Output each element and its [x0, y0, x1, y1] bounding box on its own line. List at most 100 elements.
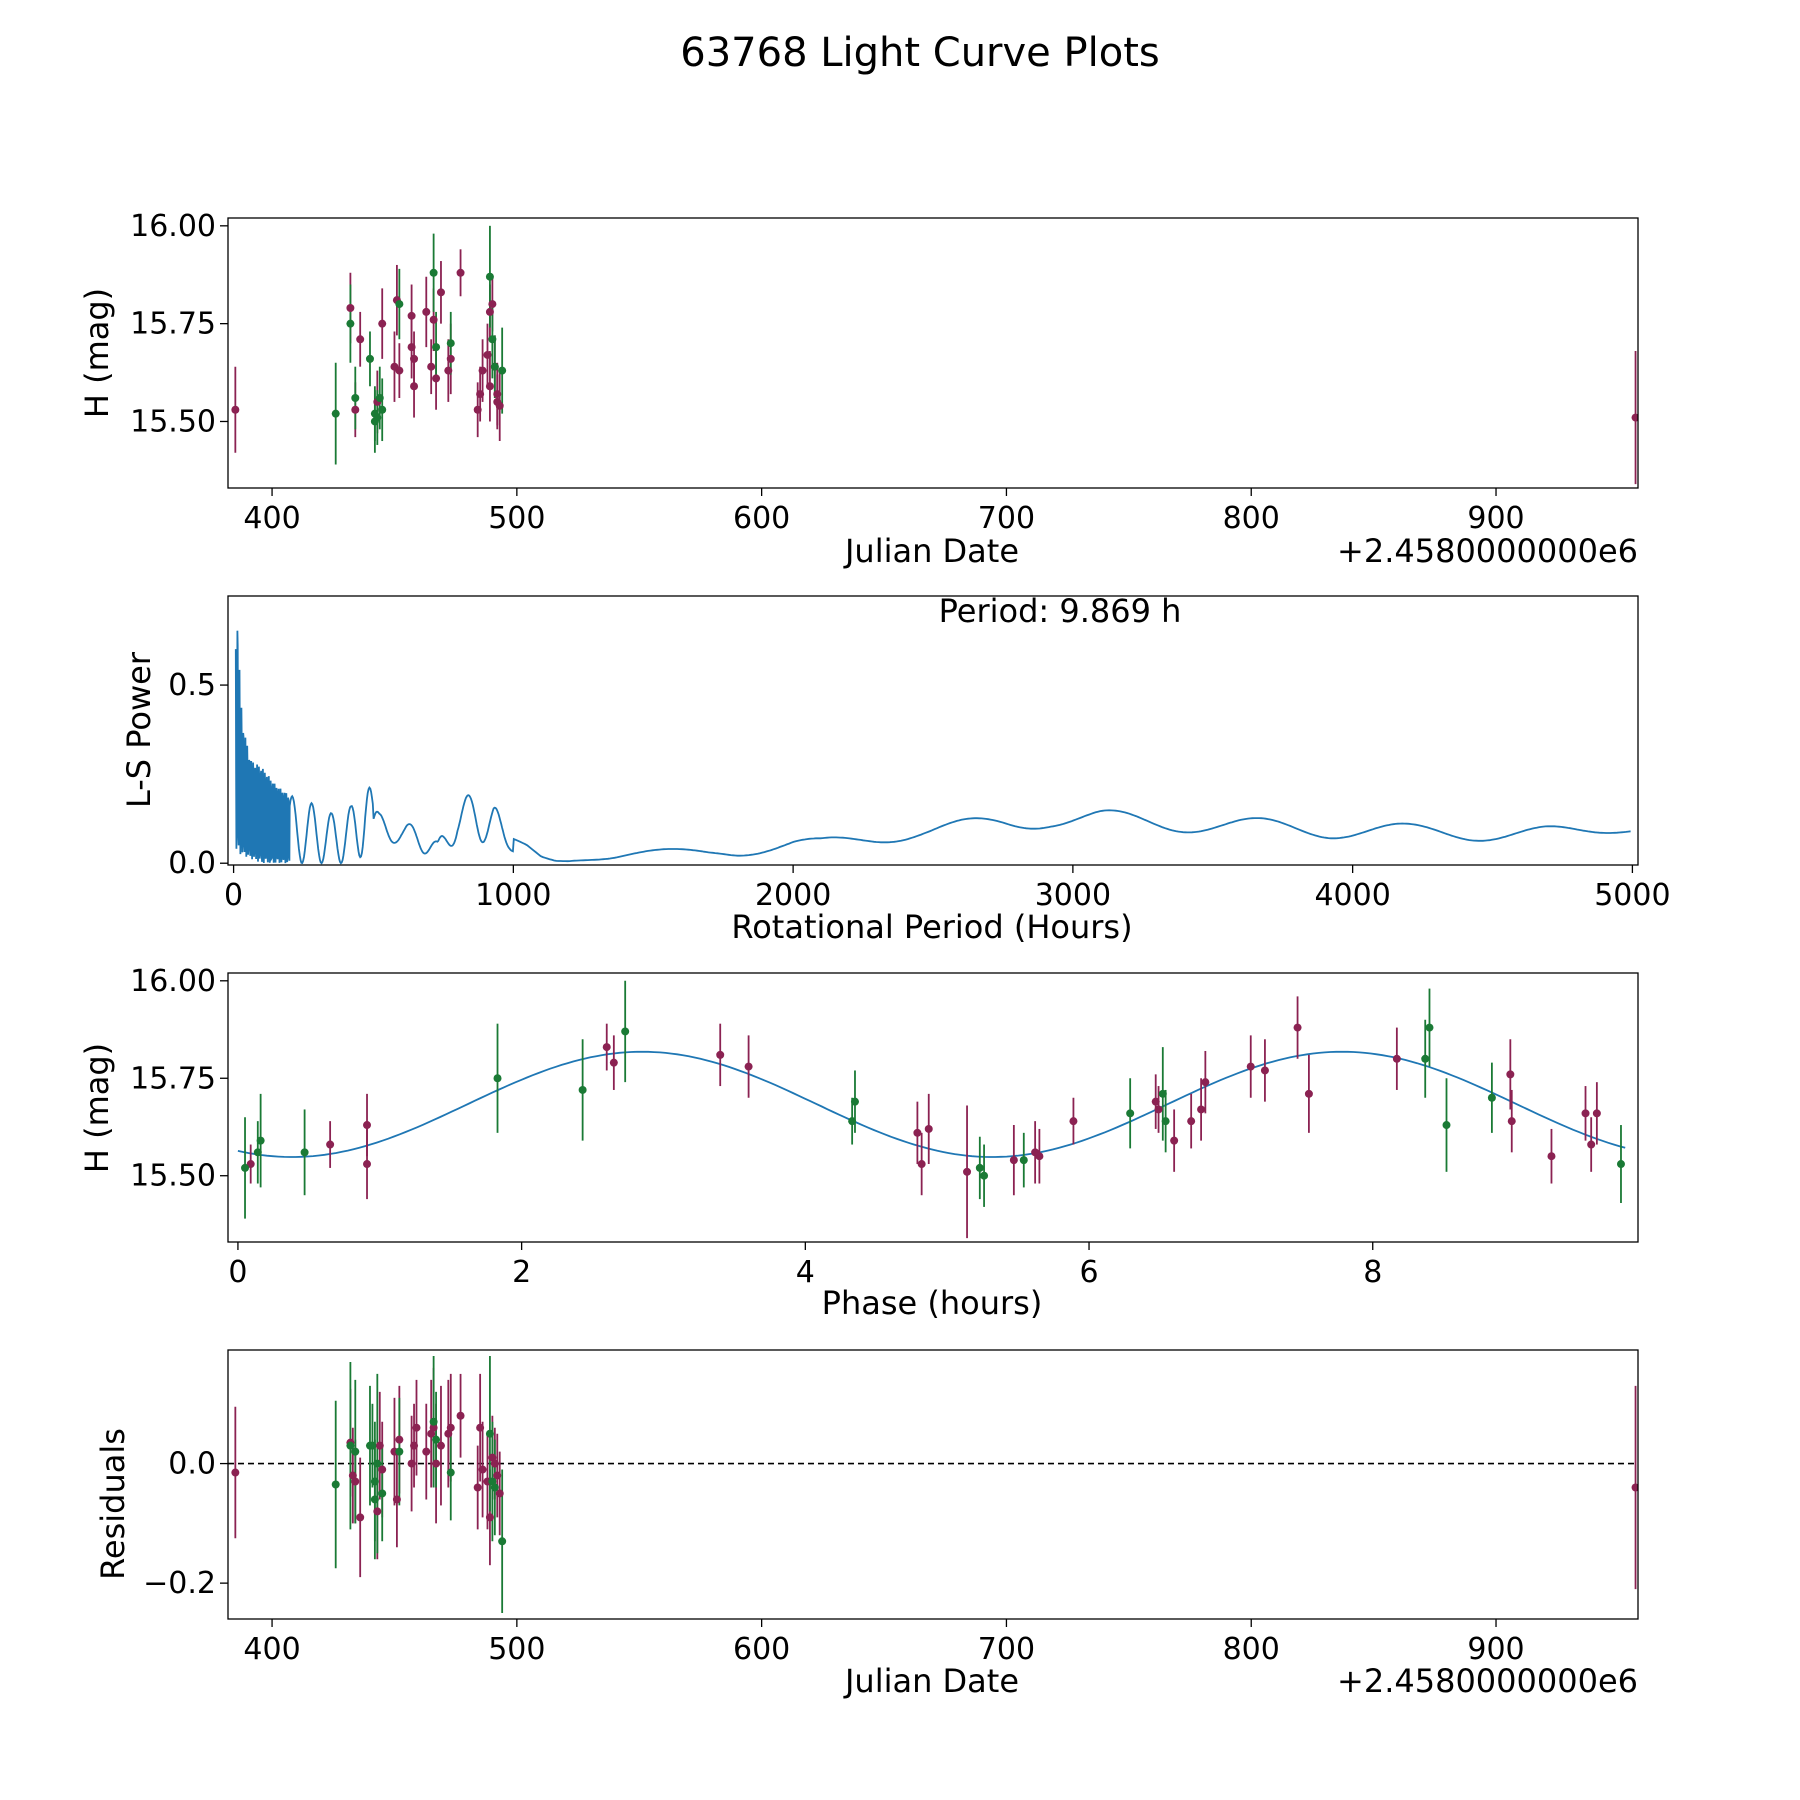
phased-xtick-label: 0 — [228, 1255, 247, 1290]
lightcurve-point-series_a — [356, 335, 365, 344]
lightcurve-point-series_a — [456, 268, 465, 277]
residuals-point-series_b — [331, 1480, 340, 1489]
lightcurve-point-series_a — [231, 405, 240, 414]
lightcurve-point-series_a — [429, 315, 438, 324]
phased-ytick-label: 16.00 — [130, 964, 216, 999]
phased-point-series_b — [1421, 1054, 1430, 1063]
lightcurve-point-series_a — [351, 405, 360, 414]
lightcurve-point-series_a — [427, 362, 436, 371]
phased-point-series_b — [621, 1027, 630, 1036]
residuals-panel: Julian Date Residuals +2.4580000000e6 40… — [94, 1349, 1639, 1700]
phased-point-series_a — [716, 1050, 725, 1059]
lightcurve-point-series_a — [493, 390, 502, 399]
phased-point-series_a — [363, 1121, 372, 1130]
phased-point-series_b — [1425, 1023, 1434, 1032]
phased-point-series_b — [1487, 1093, 1496, 1102]
residuals-point-series_a — [375, 1441, 384, 1450]
phased-point-series_a — [1304, 1089, 1313, 1098]
residuals-point-series_b — [378, 1489, 387, 1498]
phased-point-series_a — [917, 1160, 926, 1169]
residuals-xtick-label: 800 — [1223, 1632, 1280, 1667]
phased-ytick-label: 15.50 — [130, 1159, 216, 1194]
residuals-point-series_a — [348, 1471, 357, 1480]
lightcurve-point-series_a — [422, 307, 431, 316]
periodogram-xtick-label: 2000 — [755, 878, 831, 913]
phased-point-series_b — [241, 1163, 250, 1172]
residuals-point-series_a — [378, 1465, 387, 1474]
periodogram-xtick-label: 1000 — [475, 878, 551, 913]
residuals-point-series_b — [351, 1447, 360, 1456]
phased-point-series_a — [602, 1043, 611, 1052]
periodogram-xtick-label: 0 — [224, 878, 243, 913]
lightcurve-point-series_b — [378, 405, 387, 414]
lightcurve-xtick-label: 700 — [978, 501, 1035, 536]
phased-point-series_b — [253, 1148, 262, 1157]
lightcurve-point-series_b — [331, 409, 340, 418]
residuals-ytick-label: 0.0 — [168, 1447, 216, 1482]
residuals-point-series_b — [346, 1441, 355, 1450]
residuals-point-series_a — [436, 1441, 445, 1450]
periodogram-panel: Rotational Period (Hours) L-S Power Peri… — [120, 592, 1671, 946]
residuals-xlabel: Julian Date — [843, 1662, 1019, 1700]
residuals-point-series_a — [395, 1435, 404, 1444]
lightcurve-point-series_a — [485, 382, 494, 391]
residuals-plot-frame — [227, 1349, 1639, 1620]
phased-point-series_a — [609, 1058, 618, 1067]
lightcurve-point-series_a — [478, 366, 487, 375]
residuals-point-series_b — [429, 1417, 438, 1426]
lightcurve-xtick-label: 400 — [243, 501, 300, 536]
residuals-point-series_a — [1631, 1483, 1638, 1492]
phased-point-series_a — [1587, 1140, 1596, 1149]
periodogram-xlabel: Rotational Period (Hours) — [731, 908, 1132, 946]
phased-point-series_a — [1035, 1152, 1044, 1161]
phased-point-series_b — [1158, 1089, 1167, 1098]
lightcurve-ylabel: H (mag) — [78, 288, 116, 418]
lightcurve-point-series_a — [378, 319, 387, 328]
period-annotation: Period: 9.869 h — [939, 592, 1182, 630]
lightcurve-point-series_b — [351, 394, 360, 402]
phased-point-series_a — [1547, 1152, 1556, 1161]
residuals-xtick-label: 500 — [488, 1632, 545, 1667]
phased-point-series_a — [363, 1160, 372, 1169]
lightcurve-point-series_b — [485, 272, 494, 281]
phased-ylabel: H (mag) — [78, 1043, 116, 1173]
periodogram-ylabel: L-S Power — [120, 651, 158, 808]
lightcurve-ytick-label: 16.00 — [130, 209, 216, 244]
residuals-point-series_a — [488, 1453, 497, 1462]
residuals-point-series_b — [446, 1468, 455, 1477]
lightcurve-point-series_a — [495, 401, 504, 410]
phased-marks — [237, 980, 1626, 1239]
phased-point-series_b — [1161, 1117, 1170, 1126]
lightcurve-xtick-label: 800 — [1223, 501, 1280, 536]
lightcurve-point-series_a — [410, 382, 419, 391]
lightcurve-xlabel: Julian Date — [843, 532, 1019, 570]
phased-point-series_b — [850, 1097, 859, 1106]
periodogram-xtick-label: 3000 — [1035, 878, 1111, 913]
phased-xlabel: Phase (hours) — [822, 1284, 1043, 1322]
phased-point-series_b — [975, 1163, 984, 1172]
periodogram-xtick-label: 5000 — [1594, 878, 1670, 913]
lightcurve-point-series_a — [346, 304, 355, 312]
residuals-point-series_a — [490, 1459, 499, 1468]
lightcurve-offset-text: +2.4580000000e6 — [1337, 532, 1638, 570]
lightcurve-xtick-label: 500 — [488, 501, 545, 536]
periodogram-marks — [234, 630, 1631, 865]
phased-point-series_a — [1592, 1109, 1601, 1118]
residuals-point-series_a — [231, 1468, 240, 1477]
residuals-point-series_b — [485, 1429, 494, 1438]
phased-point-series_a — [963, 1167, 972, 1176]
lightcurve-point-series_b — [395, 300, 404, 309]
phased-point-series_b — [848, 1117, 857, 1126]
residuals-point-series_b — [368, 1441, 377, 1450]
residuals-point-series_a — [392, 1495, 401, 1504]
lightcurve-plot-frame — [227, 217, 1639, 489]
residuals-point-series_a — [429, 1423, 438, 1432]
lightcurve-point-series_b — [432, 343, 441, 352]
lightcurve-point-series_a — [446, 354, 455, 363]
phased-point-series_b — [1442, 1121, 1451, 1130]
lightcurve-point-series_a — [1631, 413, 1638, 422]
lightcurve-point-series_a — [476, 390, 485, 399]
residuals-point-series_a — [432, 1459, 441, 1468]
lightcurve-point-series_a — [444, 366, 453, 375]
